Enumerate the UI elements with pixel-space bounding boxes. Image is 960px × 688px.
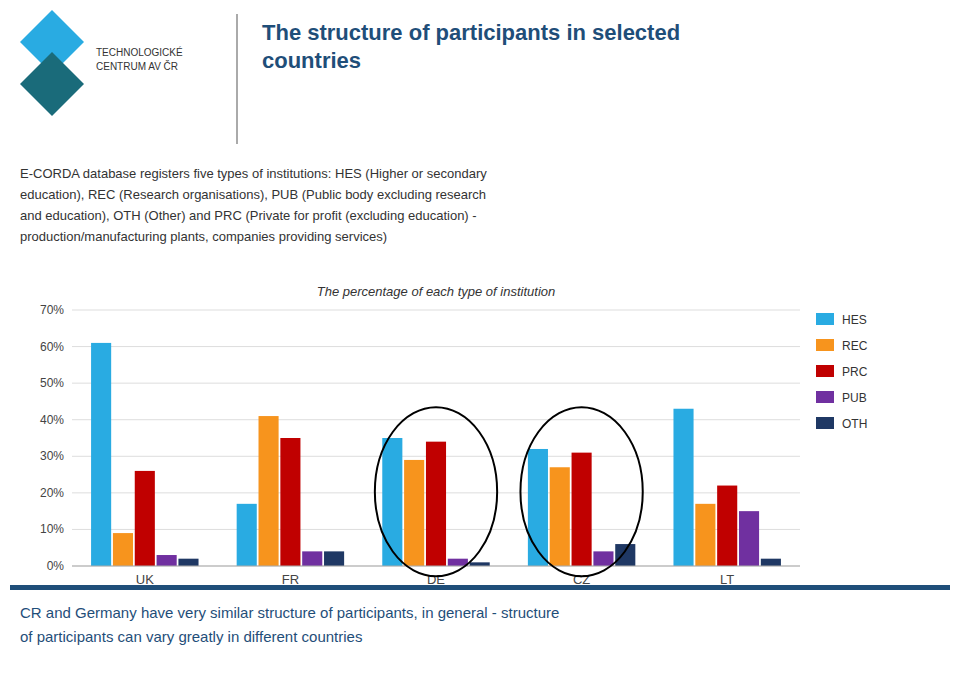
logo-text: TECHNOLOGICKÉCENTRUM AV ČR bbox=[96, 46, 183, 72]
x-axis bbox=[72, 566, 800, 567]
bar bbox=[717, 486, 737, 566]
y-tick-label: 70% bbox=[40, 303, 64, 317]
x-tick-label: UK bbox=[136, 572, 154, 587]
legend-label: REC bbox=[842, 339, 868, 353]
legend-label: OTH bbox=[842, 417, 867, 431]
bar bbox=[135, 471, 155, 566]
legend-label: PRC bbox=[842, 365, 868, 379]
bar bbox=[448, 559, 468, 566]
bar bbox=[673, 409, 693, 566]
bar bbox=[280, 438, 300, 566]
bar bbox=[91, 343, 111, 566]
x-tick-label: LT bbox=[720, 572, 734, 587]
y-tick-label: 40% bbox=[40, 413, 64, 427]
legend-swatch bbox=[816, 417, 834, 429]
bar bbox=[157, 555, 177, 566]
bar bbox=[324, 551, 344, 566]
bar bbox=[237, 504, 257, 566]
y-tick-label: 10% bbox=[40, 522, 64, 536]
grid-line bbox=[72, 383, 800, 384]
y-tick-label: 30% bbox=[40, 449, 64, 463]
bar bbox=[695, 504, 715, 566]
bar bbox=[615, 544, 635, 566]
bars bbox=[91, 343, 781, 566]
title: The structure of participants in selecte… bbox=[262, 20, 680, 73]
bar bbox=[470, 562, 490, 566]
bar bbox=[550, 467, 570, 566]
bar bbox=[382, 438, 402, 566]
legend-swatch bbox=[816, 339, 834, 351]
divider bbox=[236, 14, 238, 144]
footer: CR and Germany have very similar structu… bbox=[20, 604, 559, 645]
bar bbox=[426, 442, 446, 566]
bar bbox=[528, 449, 548, 566]
highlight bbox=[375, 407, 497, 576]
y-tick-label: 20% bbox=[40, 486, 64, 500]
bar bbox=[178, 559, 198, 566]
bar bbox=[572, 453, 592, 566]
bar bbox=[739, 511, 759, 566]
y-tick-label: 60% bbox=[40, 340, 64, 354]
grid-line bbox=[72, 566, 800, 567]
y-tick-label: 50% bbox=[40, 376, 64, 390]
legend-swatch bbox=[816, 313, 834, 325]
legend-swatch bbox=[816, 391, 834, 403]
legend-label: HES bbox=[842, 313, 867, 327]
legend-swatch bbox=[816, 365, 834, 377]
x-tick-label: CZ bbox=[573, 572, 590, 587]
y-tick-label: 0% bbox=[47, 559, 65, 573]
bar bbox=[259, 416, 279, 566]
description: E-CORDA database registers five types of… bbox=[20, 166, 487, 244]
highlight bbox=[520, 407, 642, 576]
x-tick-label: DE bbox=[427, 572, 445, 587]
bar bbox=[404, 460, 424, 566]
bar bbox=[113, 533, 133, 566]
background bbox=[0, 0, 960, 688]
grid-line bbox=[72, 346, 800, 347]
bar bbox=[761, 559, 781, 566]
subtitle: The percentage of each type of instituti… bbox=[317, 284, 556, 299]
bar bbox=[302, 551, 322, 566]
grid-line bbox=[72, 310, 800, 311]
logo bbox=[20, 10, 84, 116]
separator bbox=[10, 585, 950, 590]
logo-shape bbox=[20, 52, 84, 116]
x-tick-label: FR bbox=[282, 572, 299, 587]
bar bbox=[593, 551, 613, 566]
legend-label: PUB bbox=[842, 391, 867, 405]
